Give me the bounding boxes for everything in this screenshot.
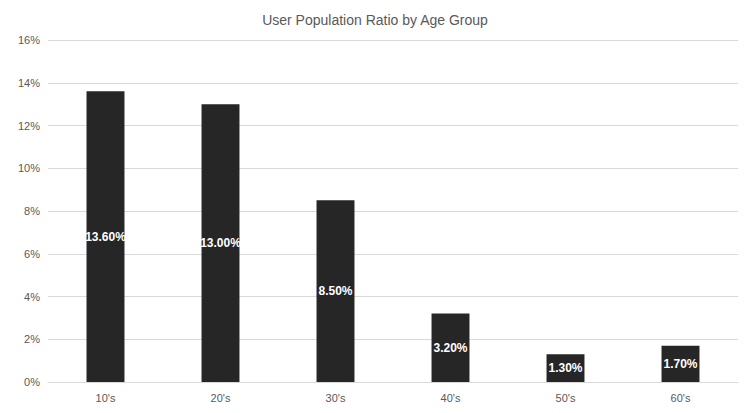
svg-text:12%: 12%: [18, 120, 40, 132]
svg-text:14%: 14%: [18, 77, 40, 89]
svg-text:3.20%: 3.20%: [433, 341, 467, 355]
svg-text:10%: 10%: [18, 162, 40, 174]
svg-text:30's: 30's: [326, 392, 346, 404]
svg-text:60's: 60's: [671, 392, 691, 404]
svg-text:8.50%: 8.50%: [318, 284, 352, 298]
svg-text:40's: 40's: [441, 392, 461, 404]
svg-text:2%: 2%: [24, 333, 40, 345]
svg-text:13.60%: 13.60%: [85, 230, 126, 244]
svg-text:1.30%: 1.30%: [548, 361, 582, 375]
svg-text:1.70%: 1.70%: [663, 357, 697, 371]
svg-text:20's: 20's: [211, 392, 231, 404]
svg-text:10's: 10's: [96, 392, 116, 404]
svg-text:User Population Ratio by Age G: User Population Ratio by Age Group: [262, 12, 488, 28]
svg-text:16%: 16%: [18, 34, 40, 46]
svg-text:6%: 6%: [24, 248, 40, 260]
svg-text:0%: 0%: [24, 376, 40, 388]
svg-text:50's: 50's: [556, 392, 576, 404]
svg-text:13.00%: 13.00%: [200, 236, 241, 250]
svg-text:4%: 4%: [24, 291, 40, 303]
svg-text:8%: 8%: [24, 205, 40, 217]
